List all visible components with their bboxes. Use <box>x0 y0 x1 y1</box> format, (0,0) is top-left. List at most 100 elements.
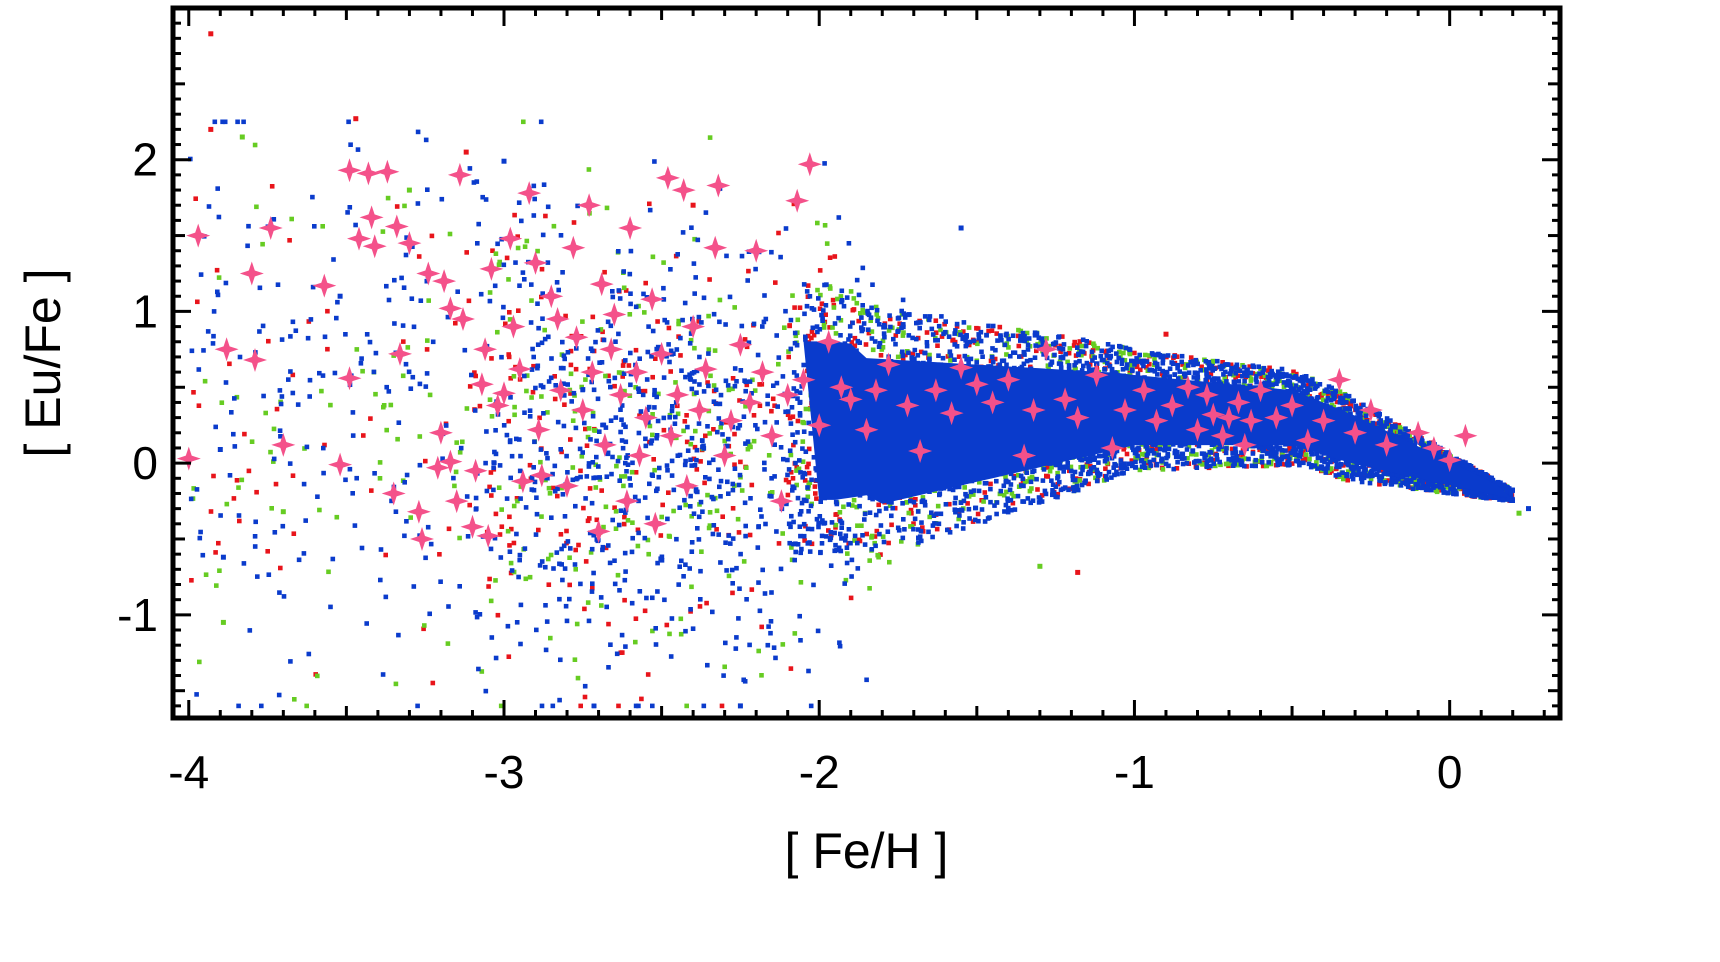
scatter-point <box>1025 496 1031 501</box>
scatter-point <box>633 639 638 645</box>
scatter-point <box>786 349 791 354</box>
scatter-point <box>790 476 796 481</box>
scatter-point <box>524 238 530 244</box>
scatter-point <box>803 337 808 342</box>
scatter-point <box>658 533 664 538</box>
scatter-point <box>875 315 881 321</box>
scatter-point <box>1244 464 1249 469</box>
scatter-point <box>730 590 735 596</box>
scatter-point <box>373 391 378 397</box>
scatter-point <box>515 234 520 239</box>
scatter-point <box>833 512 838 517</box>
scatter-point <box>802 471 808 477</box>
scatter-point <box>880 338 886 344</box>
scatter-point <box>271 459 276 464</box>
scatter-point <box>671 508 676 514</box>
scatter-point <box>620 374 625 379</box>
scatter-point <box>843 577 849 583</box>
scatter-point <box>645 515 650 521</box>
scatter-point <box>1420 438 1425 444</box>
scatter-point <box>521 119 526 125</box>
scatter-point <box>396 420 402 425</box>
scatter-point <box>1397 425 1403 430</box>
scatter-point <box>770 396 776 402</box>
scatter-point <box>687 566 692 571</box>
scatter-point <box>539 394 544 399</box>
scatter-point <box>612 383 617 389</box>
scatter-point <box>568 437 573 442</box>
scatter-point <box>1188 360 1193 365</box>
scatter-point <box>306 651 312 657</box>
scatter-point <box>827 255 833 260</box>
scatter-point <box>1377 482 1382 487</box>
scatter-point <box>742 679 748 684</box>
scatter-point <box>1057 479 1062 485</box>
scatter-point <box>1077 478 1082 483</box>
scatter-point <box>789 405 795 410</box>
scatter-point <box>522 277 527 282</box>
scatter-point <box>487 290 493 295</box>
scatter-point <box>833 331 839 336</box>
scatter-point <box>666 342 671 347</box>
scatter-point <box>694 447 700 453</box>
scatter-point <box>966 360 971 366</box>
scatter-point <box>1326 384 1332 389</box>
scatter-point <box>669 473 675 478</box>
scatter-point <box>278 401 284 407</box>
scatter-point <box>567 582 572 588</box>
scatter-point <box>868 318 873 323</box>
scatter-point <box>653 642 659 647</box>
scatter-point <box>747 379 753 384</box>
scatter-point <box>591 532 596 538</box>
scatter-point <box>755 352 761 358</box>
scatter-point <box>573 547 578 553</box>
scatter-point <box>583 496 588 501</box>
scatter-point <box>678 353 683 358</box>
scatter-point <box>524 388 529 394</box>
scatter-point <box>334 514 340 520</box>
scatter-point <box>1140 451 1145 457</box>
scatter-point <box>1348 411 1353 416</box>
scatter-point <box>963 338 968 343</box>
scatter-point <box>1034 348 1039 354</box>
scatter-point <box>1215 358 1220 364</box>
scatter-point <box>725 383 731 388</box>
scatter-point <box>745 446 751 452</box>
scatter-point <box>372 471 377 476</box>
scatter-point <box>1256 458 1262 464</box>
scatter-point <box>874 307 880 313</box>
scatter-point <box>1400 480 1405 485</box>
scatter-point <box>743 379 749 385</box>
scatter-point <box>315 673 320 679</box>
scatter-point <box>305 335 311 341</box>
scatter-point <box>1175 459 1180 465</box>
scatter-point <box>532 439 537 445</box>
scatter-point <box>572 657 578 662</box>
scatter-point <box>897 321 902 326</box>
scatter-point <box>1173 454 1179 460</box>
scatter-point <box>639 696 644 702</box>
scatter-point <box>1303 456 1308 461</box>
scatter-point <box>701 703 707 709</box>
scatter-point <box>402 480 407 485</box>
scatter-point <box>1291 369 1296 375</box>
scatter-point <box>585 600 591 605</box>
scatter-point <box>546 582 552 587</box>
scatter-point <box>488 470 494 475</box>
scatter-point <box>569 399 574 404</box>
scatter-point <box>729 567 735 573</box>
scatter-point <box>1138 367 1143 373</box>
scatter-point <box>599 488 604 493</box>
scatter-point <box>1203 377 1208 383</box>
scatter-point <box>918 528 924 534</box>
scatter-point <box>1143 352 1148 358</box>
scatter-point <box>1303 452 1309 457</box>
scatter-point <box>906 333 912 338</box>
scatter-point <box>1108 347 1114 353</box>
scatter-point <box>400 373 406 379</box>
scatter-point <box>746 340 752 345</box>
scatter-point <box>776 541 782 546</box>
scatter-point <box>269 184 275 189</box>
scatter-point <box>239 477 245 483</box>
scatter-point <box>1075 487 1081 493</box>
